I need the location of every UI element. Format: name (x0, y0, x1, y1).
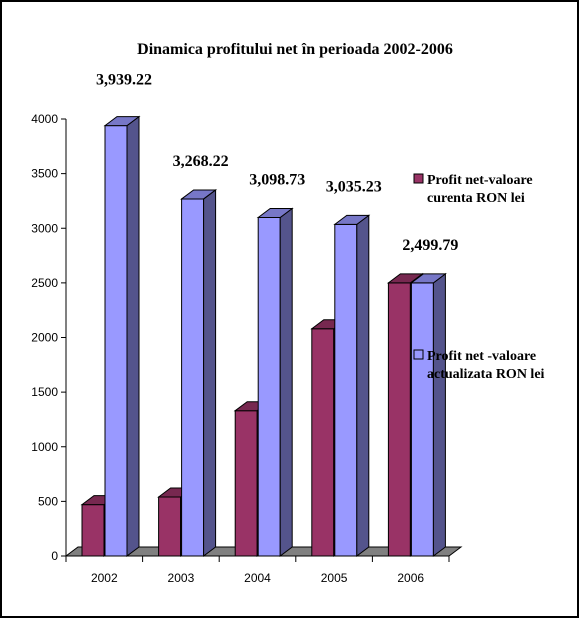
bar-series2-2005 (333, 214, 371, 557)
bar-series2-2002 (103, 115, 141, 557)
data-label-2004: 3,098.73 (249, 171, 305, 188)
y-tick-label: 4000 (31, 112, 58, 126)
legend-label: actualizata RON lei (427, 367, 545, 382)
legend-label: Profit net-valoare (427, 173, 533, 188)
legend-label: curenta RON lei (427, 191, 525, 206)
y-tick-label: 2500 (31, 276, 58, 290)
data-label-2002: 3,939.22 (96, 72, 152, 89)
data-label-2005: 3,035.23 (326, 178, 382, 195)
y-tick-label: 3000 (31, 221, 58, 235)
y-tick-label: 2000 (31, 331, 58, 345)
data-label-2006: 2,499.79 (402, 237, 458, 254)
legend-swatch (413, 173, 424, 184)
bar-series2-2003 (180, 188, 218, 557)
y-tick-label: 1000 (31, 440, 58, 454)
x-tick-label: 2004 (244, 571, 271, 585)
legend-swatch (413, 349, 424, 360)
data-label-2003: 3,268.22 (173, 153, 229, 170)
legend-label: Profit net -valoare (427, 349, 536, 364)
x-tick-label: 2006 (397, 571, 424, 585)
x-tick-label: 2002 (91, 571, 118, 585)
y-tick-label: 3500 (31, 167, 58, 181)
chart-title: Dinamica profitului net în perioada 2002… (137, 41, 453, 58)
y-tick-label: 0 (51, 549, 58, 563)
bar-series2-2006 (409, 272, 447, 557)
x-tick-label: 2005 (321, 571, 348, 585)
legend-entry-2: Profit net -valoare actualizata RON lei (413, 349, 545, 382)
y-tick-label: 500 (38, 494, 58, 508)
legend-entry-1: Profit net-valoare curenta RON lei (413, 173, 533, 206)
bar-series2-2004 (256, 207, 294, 557)
x-tick-label: 2003 (168, 571, 195, 585)
y-tick-label: 1500 (31, 385, 58, 399)
